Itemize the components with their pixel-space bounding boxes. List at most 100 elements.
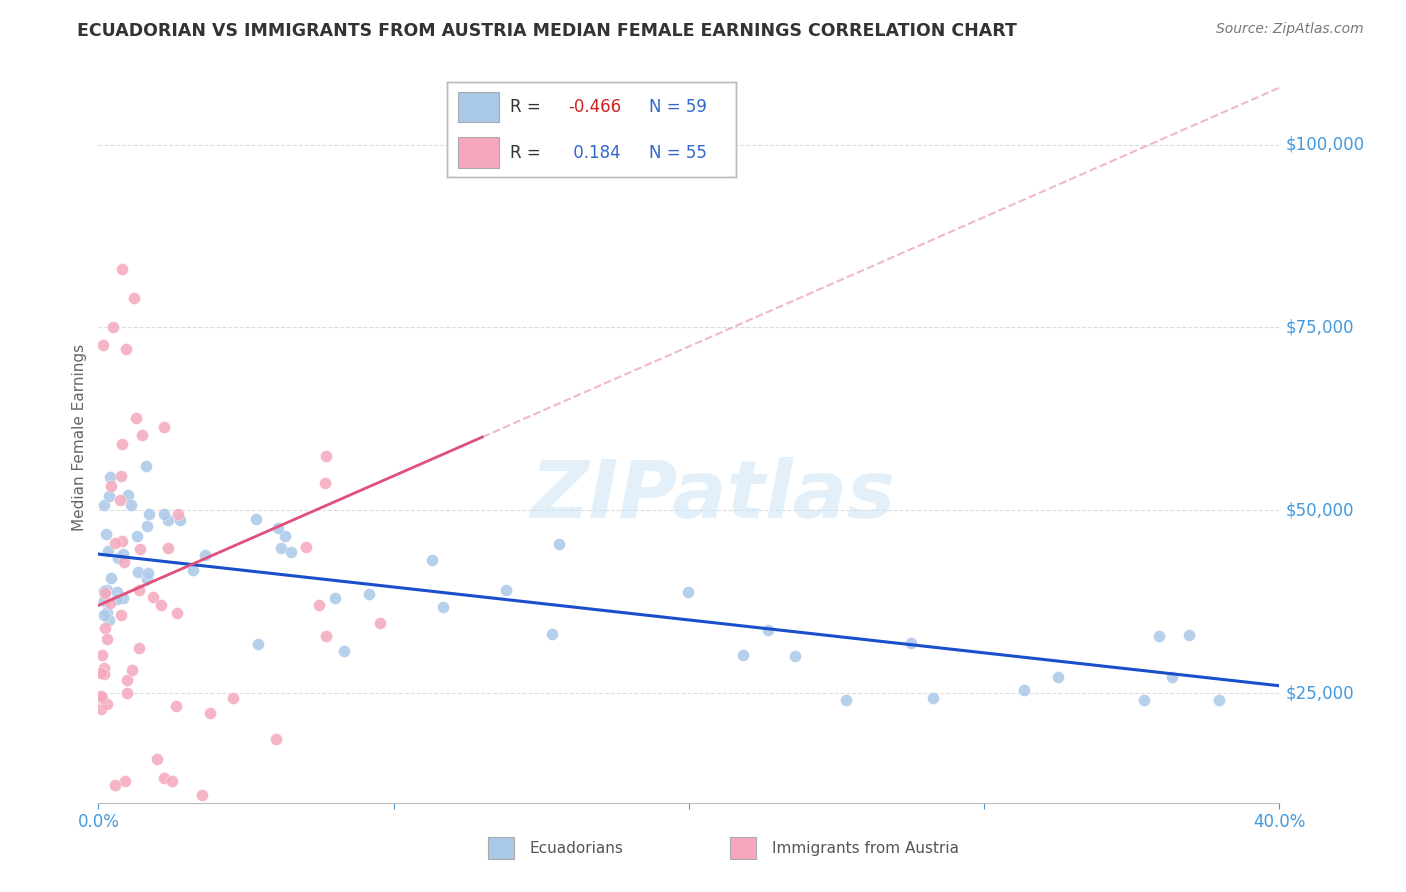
Point <box>162 773 183 788</box>
Point <box>93 667 115 681</box>
Point <box>127 565 149 579</box>
Point <box>264 732 287 747</box>
Point <box>1178 628 1201 642</box>
Point <box>315 629 337 643</box>
Point <box>922 691 945 706</box>
Point <box>150 598 173 612</box>
Point <box>110 607 132 622</box>
Point <box>105 591 128 606</box>
Point <box>115 686 138 700</box>
Text: ZIPatlas: ZIPatlas <box>530 457 896 534</box>
Point <box>108 492 131 507</box>
Text: Source: ZipAtlas.com: Source: ZipAtlas.com <box>1216 22 1364 37</box>
Text: $100,000: $100,000 <box>1285 136 1364 153</box>
Point <box>121 664 143 678</box>
Point <box>432 600 454 615</box>
Point <box>90 689 112 703</box>
Point <box>1046 669 1069 683</box>
Point <box>166 698 188 713</box>
Point <box>104 536 127 550</box>
Point <box>266 521 288 535</box>
Point <box>98 489 121 503</box>
Point <box>96 632 118 647</box>
Point <box>111 437 134 451</box>
Point <box>157 512 180 526</box>
Text: $75,000: $75,000 <box>1285 318 1354 336</box>
Point <box>1208 693 1230 707</box>
Point <box>420 553 443 567</box>
Point <box>167 507 190 521</box>
Point <box>548 537 571 551</box>
Point <box>152 771 174 785</box>
Point <box>1012 683 1035 698</box>
Point <box>142 591 165 605</box>
Point <box>153 420 176 434</box>
FancyBboxPatch shape <box>488 838 515 859</box>
Point <box>333 644 356 658</box>
Point <box>136 518 159 533</box>
Point <box>111 534 134 549</box>
Point <box>368 616 391 631</box>
Point <box>314 475 336 490</box>
Point <box>495 583 517 598</box>
Point <box>90 665 112 680</box>
Point <box>783 649 806 664</box>
Point <box>115 343 138 357</box>
Point <box>153 507 176 521</box>
Point <box>94 621 117 635</box>
Point <box>125 411 148 425</box>
Point <box>122 291 145 305</box>
Point <box>247 637 270 651</box>
Point <box>1133 693 1156 707</box>
Point <box>114 774 136 789</box>
Point <box>270 541 292 555</box>
Point <box>733 648 755 662</box>
Point <box>540 627 562 641</box>
Point <box>198 706 221 720</box>
Point <box>1160 669 1182 683</box>
Point <box>100 479 122 493</box>
Point <box>93 584 115 599</box>
Point <box>90 702 112 716</box>
Point <box>273 529 295 543</box>
Point <box>98 470 121 484</box>
Point <box>135 459 157 474</box>
Point <box>222 690 245 705</box>
Point <box>96 605 118 619</box>
Point <box>91 691 114 706</box>
Point <box>96 526 118 541</box>
Point <box>98 613 121 627</box>
Point <box>91 338 114 352</box>
Point <box>308 599 330 613</box>
Text: Immigrants from Austria: Immigrants from Austria <box>772 840 959 855</box>
Point <box>136 566 159 580</box>
Point <box>112 556 135 570</box>
Text: $25,000: $25,000 <box>1285 684 1354 702</box>
Point <box>125 529 148 543</box>
Point <box>100 571 122 585</box>
Point <box>120 498 142 512</box>
Point <box>128 583 150 598</box>
Point <box>103 320 125 334</box>
Point <box>100 596 122 610</box>
Text: ECUADORIAN VS IMMIGRANTS FROM AUSTRIA MEDIAN FEMALE EARNINGS CORRELATION CHART: ECUADORIAN VS IMMIGRANTS FROM AUSTRIA ME… <box>77 22 1017 40</box>
Point <box>194 548 217 562</box>
Point <box>112 591 135 606</box>
Point <box>166 607 188 621</box>
Point <box>117 488 139 502</box>
Point <box>93 498 115 512</box>
Point <box>146 752 169 766</box>
Point <box>136 572 159 586</box>
Point <box>128 641 150 656</box>
Point <box>96 697 118 711</box>
Point <box>191 789 214 803</box>
Point <box>96 582 118 597</box>
Text: Ecuadorians: Ecuadorians <box>530 840 623 855</box>
Text: $50,000: $50,000 <box>1285 501 1354 519</box>
Point <box>110 469 132 483</box>
Point <box>128 542 150 557</box>
Point <box>169 513 191 527</box>
Point <box>676 584 699 599</box>
Point <box>107 550 129 565</box>
Point <box>93 661 115 675</box>
